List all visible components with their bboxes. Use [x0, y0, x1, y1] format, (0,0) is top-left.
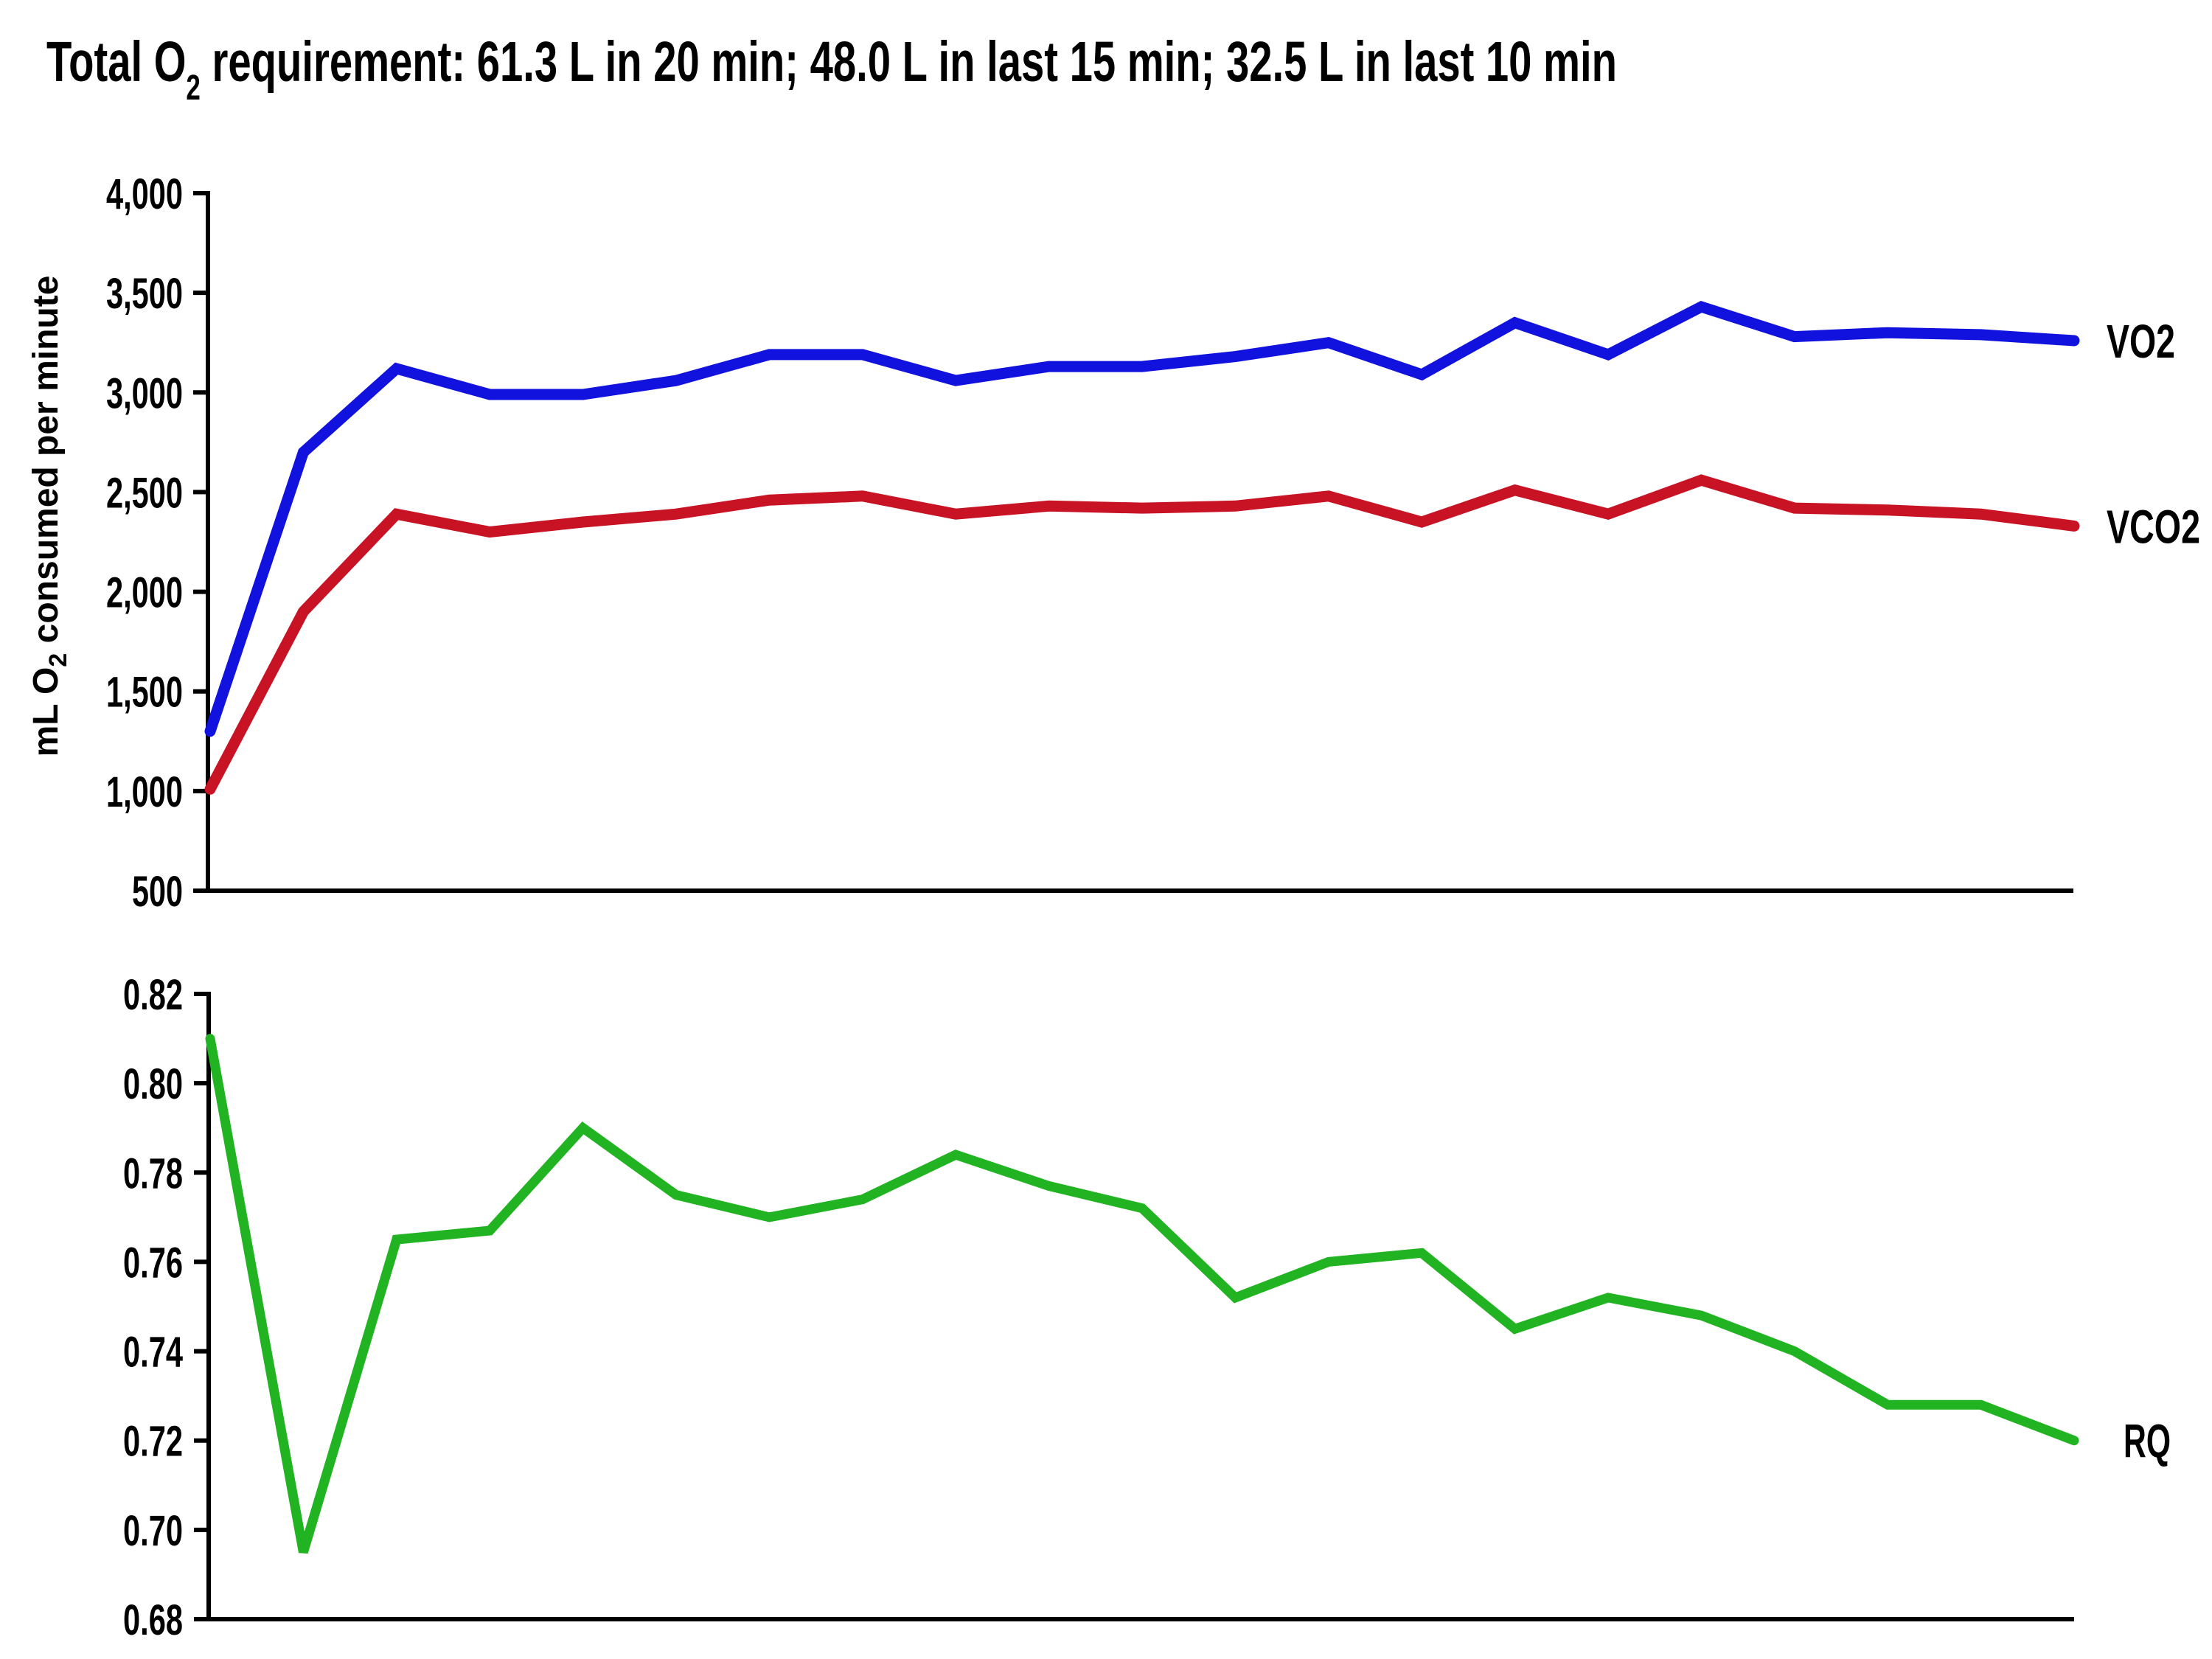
y-axis-label-subscript: 2	[44, 653, 72, 667]
y-tick-label: 4,000	[106, 170, 183, 218]
title-subscript: 2	[186, 68, 200, 108]
rq-line	[205, 1034, 2079, 1554]
vo2-line	[204, 301, 2080, 737]
title-part2: requirement: 61.3 L in 20 min; 48.0 L in…	[201, 30, 1617, 94]
rq-series-label: RQ	[2124, 1415, 2171, 1468]
y-tick-label: 3,000	[106, 369, 183, 417]
vo2-series-label: VO2	[2107, 315, 2175, 368]
y-tick-label: 1,000	[106, 768, 183, 816]
title-part1: Total O	[46, 30, 186, 94]
gas-exchange-plot: 500 1,000 1,500 2,000 2,500 3,000 3,500 4,000	[106, 170, 2080, 916]
y-tick-label: 1,500	[106, 669, 183, 717]
y-tick-label: 2,000	[106, 569, 183, 617]
y-tick-label: 500	[132, 868, 183, 916]
y-axis-label-part1: mL O	[27, 667, 66, 757]
vco2-line	[204, 474, 2080, 795]
rq-chart: 0.68 0.70 0.72 0.74 0.76 0.78 0.80 0.82 RQ	[123, 971, 2171, 1644]
y-axis-label-part2: consumed per minute	[27, 276, 66, 653]
y-tick-label: 2,500	[106, 469, 183, 517]
y-axis-label: mL O2 consumed per minute	[27, 276, 72, 757]
y-tick-label: 0.82	[123, 971, 183, 1019]
rq-plot: 0.68 0.70 0.72 0.74 0.76 0.78 0.80 0.82	[123, 971, 2079, 1644]
y-tick-label: 0.72	[123, 1418, 183, 1466]
y-tick-label: 0.80	[123, 1060, 183, 1108]
page-title: Total O2 requirement: 61.3 L in 20 min; …	[46, 30, 1617, 107]
vco2-series-label: VCO2	[2107, 500, 2200, 553]
gas-exchange-chart: mL O2 consumed per minute 500 1,000 1,500 2…	[27, 170, 2200, 916]
y-tick-label: 3,500	[106, 270, 183, 318]
y-tick-label: 0.74	[123, 1329, 183, 1377]
y-tick-label: 0.78	[123, 1150, 183, 1197]
y-tick-label: 0.68	[123, 1596, 183, 1644]
y-tick-label: 0.76	[123, 1239, 183, 1287]
y-tick-label: 0.70	[123, 1507, 183, 1555]
